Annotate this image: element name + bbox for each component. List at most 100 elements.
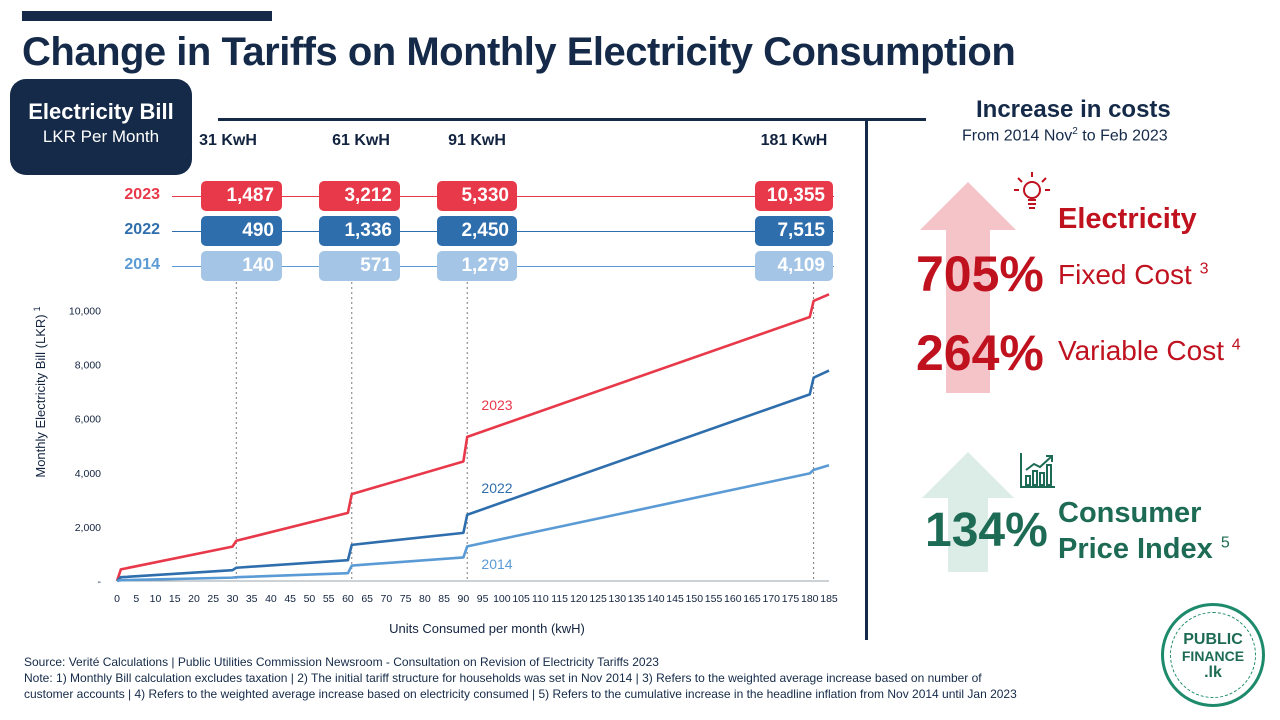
x-tick-label: 130 (609, 593, 627, 605)
series-label-2022: 2022 (481, 480, 512, 496)
kwh-header-61: 61 KwH (332, 132, 390, 149)
note-line-1: Note: 1) Monthly Bill calculation exclud… (24, 671, 982, 685)
series-line-2022 (116, 369, 830, 582)
table-value-cell: 490 (201, 216, 282, 246)
x-tick-label: 65 (361, 593, 373, 605)
cpi-label-text: Price Index (1058, 533, 1213, 565)
x-tick-label: 140 (647, 593, 665, 605)
kwh-header-181: 181 KwH (760, 132, 828, 149)
x-tick-label: 145 (666, 593, 684, 605)
table-year-label: 2014 (124, 256, 160, 273)
y-axis-title-note: 1 (32, 306, 42, 311)
y-tick-label: 2,000 (75, 522, 101, 534)
table-value-cell: 1,487 (201, 181, 282, 211)
lightbulb-icon (1014, 172, 1050, 209)
x-tick-label: 70 (381, 593, 393, 605)
kwh-header-91: 91 KwH (448, 132, 506, 149)
increase-subtitle-start: From 2014 Nov (962, 127, 1073, 145)
tariff-line-chart: 0 5 10 15 20 25 30 35 40 45 50 55 60 65 70 75 80 85 90 95 10… (32, 282, 838, 636)
x-tick-label: 150 (686, 593, 704, 605)
table-value-cell: 5,330 (437, 181, 517, 211)
cpi-label-line2: Price Index 5 (1058, 533, 1230, 566)
x-tick-label: 25 (207, 593, 219, 605)
bill-box-title: Electricity Bill (28, 99, 174, 124)
table-year-label: 2023 (124, 186, 160, 203)
fixed-cost-label: Fixed Cost 3 (1058, 259, 1209, 291)
electricity-up-arrow (920, 182, 1016, 393)
x-tick-label: 105 (512, 593, 530, 605)
table-value-cell: 10,355 (755, 181, 833, 211)
logo-inner-ring (1170, 612, 1256, 698)
variable-cost-text: Variable Cost (1058, 335, 1225, 366)
variable-cost-note: 4 (1231, 336, 1241, 354)
cpi-label-line1: Consumer (1058, 497, 1202, 529)
x-tick-label: 15 (169, 593, 181, 605)
bill-box-subtitle: LKR Per Month (42, 127, 160, 146)
table-value-cell: 571 (319, 251, 400, 281)
x-tick-label: 165 (743, 593, 761, 605)
fixed-cost-text: Fixed Cost (1058, 259, 1192, 290)
increase-subtitle-note: 2 (1072, 126, 1078, 137)
table-value-cell: 3,212 (319, 181, 400, 211)
x-tick-label: 125 (589, 593, 607, 605)
table-value-cell: 1,336 (319, 216, 400, 246)
public-finance-logo: PUBLIC FINANCE .lk (1161, 603, 1265, 707)
fixed-cost-percent: 705% (916, 246, 1044, 302)
x-tick-label: 95 (477, 593, 489, 605)
x-tick-label: 20 (188, 593, 200, 605)
table-value-cell: 2,450 (437, 216, 517, 246)
section-divider (865, 118, 868, 640)
increase-subtitle: From 2014 Nov2 to Feb 2023 (962, 126, 1168, 145)
note-line-2: customer accounts | 4) Refers to the wei… (24, 687, 1017, 701)
title-accent-bar (22, 11, 272, 21)
fixed-cost-note: 3 (1199, 260, 1209, 278)
series-line-2023 (115, 293, 830, 582)
table-value-cell: 1,279 (437, 251, 517, 281)
series-label-2023: 2023 (481, 397, 512, 413)
x-tick-label: 30 (227, 593, 239, 605)
x-tick-label: 115 (551, 593, 568, 605)
bill-box: Electricity Bill LKR Per Month (10, 79, 192, 175)
table-value-cell: 4,109 (755, 251, 833, 281)
x-tick-label: 75 (400, 593, 412, 605)
y-tick-label: 10,000 (69, 306, 101, 318)
series-label-2014: 2014 (481, 556, 512, 572)
table-year-label: 2022 (124, 221, 160, 238)
x-tick-label: 55 (323, 593, 335, 605)
x-tick-label: 160 (724, 593, 742, 605)
cpi-percent: 134% (925, 504, 1048, 557)
x-tick-label: 135 (628, 593, 646, 605)
x-axis-title: Units Consumed per month (kwH) (389, 621, 585, 636)
x-tick-label: 35 (246, 593, 258, 605)
y-tick-label: - (98, 576, 102, 588)
y-tick-label: 4,000 (75, 468, 101, 480)
x-tick-label: 100 (493, 593, 511, 605)
x-tick-label: 155 (705, 593, 723, 605)
x-tick-label: 90 (458, 593, 470, 605)
y-axis-title: Monthly Electricity Bill (LKR) 1 (32, 306, 48, 477)
x-tick-label: 60 (342, 593, 354, 605)
x-tick-label: 85 (438, 593, 450, 605)
page-title: Change in Tariffs on Monthly Electricity… (22, 30, 1016, 74)
x-tick-label: 180 (801, 593, 819, 605)
x-tick-label: 40 (265, 593, 277, 605)
cpi-up-arrow (922, 452, 1014, 572)
table-value-cell: 140 (201, 251, 282, 281)
x-tick-label: 175 (782, 593, 800, 605)
y-tick-label: 8,000 (75, 360, 101, 372)
x-tick-label: 45 (284, 593, 296, 605)
y-axis-title-text: Monthly Electricity Bill (LKR) (33, 314, 48, 477)
x-tick-label: 110 (532, 593, 549, 605)
series-line-2014 (116, 463, 830, 583)
x-tick-label: 10 (150, 593, 162, 605)
increase-subtitle-end: to Feb 2023 (1077, 127, 1168, 145)
x-tick-label: 80 (419, 593, 431, 605)
header-divider (218, 118, 926, 121)
variable-cost-label: Variable Cost 4 (1058, 335, 1241, 367)
y-tick-label: 6,000 (75, 414, 101, 426)
x-tick-label: 0 (114, 593, 120, 605)
kwh-header-31: 31 KwH (199, 132, 257, 149)
x-tick-label: 120 (570, 593, 588, 605)
x-tick-label: 170 (763, 593, 781, 605)
x-tick-label: 185 (820, 593, 838, 605)
